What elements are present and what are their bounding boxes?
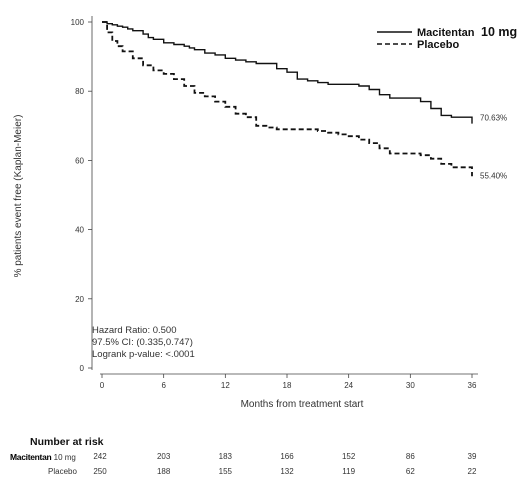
- x-tick-label: 24: [344, 381, 353, 390]
- y-tick-label: 0: [80, 364, 85, 373]
- axes: 0 20 40 60 80 100 0 6 12 18 24 30 36: [71, 16, 478, 390]
- risk-table-title: Number at risk: [30, 436, 104, 448]
- confidence-interval-text: 97.5% CI: (0.335,0.747): [92, 337, 193, 348]
- logrank-pvalue-text: Logrank p-value: <.0001: [92, 349, 195, 360]
- km-curve-placebo: [102, 21, 473, 177]
- risk-row-label: Macitentan 10 mg: [10, 452, 76, 462]
- risk-row-label-bold: Macitentan: [10, 452, 52, 462]
- risk-row-macitentan: Macitentan 10 mg 242 203 183 166 152 86 39: [0, 452, 531, 466]
- risk-count: 250: [93, 467, 107, 476]
- risk-count: 242: [93, 452, 107, 461]
- risk-count: 155: [218, 467, 233, 476]
- risk-row-label-rest: Placebo: [48, 467, 77, 476]
- risk-count: 203: [156, 452, 171, 461]
- risk-count: 62: [405, 467, 415, 476]
- y-tick-label: 100: [71, 18, 85, 27]
- km-chart: 0 20 40 60 80 100 0 6 12 18 24 30 36 70.63% 55.40% % …: [13, 16, 517, 410]
- km-curve-macitentan: [102, 21, 473, 124]
- risk-count: 119: [342, 467, 356, 476]
- risk-count: 188: [156, 467, 171, 476]
- stats-annotation: Hazard Ratio: 0.500 97.5% CI: (0.335,0.7…: [92, 325, 195, 360]
- y-tick-label: 20: [75, 295, 84, 304]
- risk-row-placebo: Placebo 250 188 155 132 119 62 22: [0, 467, 531, 481]
- x-tick-label: 0: [100, 381, 105, 390]
- end-label-placebo: 55.40%: [480, 171, 507, 180]
- x-tick-label: 12: [221, 381, 230, 390]
- risk-count: 132: [280, 467, 294, 476]
- y-tick-label: 80: [75, 87, 84, 96]
- x-tick-label: 18: [283, 381, 292, 390]
- risk-count: 152: [341, 452, 356, 461]
- y-tick-label: 40: [75, 226, 84, 235]
- risk-count: 39: [467, 452, 477, 461]
- risk-row-label-rest: 10 mg: [53, 453, 76, 462]
- x-tick-label: 30: [406, 381, 415, 390]
- curves: 70.63% 55.40%: [102, 21, 507, 180]
- legend-label-macitentan: Macitentan: [417, 27, 475, 39]
- x-tick-label: 36: [468, 381, 477, 390]
- legend-label-placebo: Placebo: [417, 39, 459, 51]
- end-label-macitentan: 70.63%: [480, 114, 507, 123]
- risk-count: 166: [280, 452, 294, 461]
- legend: Macitentan 10 mg Placebo: [377, 25, 517, 51]
- risk-row-label: Placebo: [48, 467, 77, 476]
- x-axis-title: Months from treatment start: [241, 399, 364, 410]
- x-tick-label: 6: [161, 381, 166, 390]
- legend-label-macitentan-dose: 10 mg: [481, 25, 517, 39]
- hazard-ratio-text: Hazard Ratio: 0.500: [92, 325, 177, 336]
- y-tick-label: 60: [75, 156, 84, 165]
- risk-count: 183: [218, 452, 233, 461]
- risk-count: 86: [405, 452, 415, 461]
- y-axis-title: % patients event free (Kaplan-Meier): [13, 115, 24, 278]
- risk-count: 22: [467, 467, 477, 476]
